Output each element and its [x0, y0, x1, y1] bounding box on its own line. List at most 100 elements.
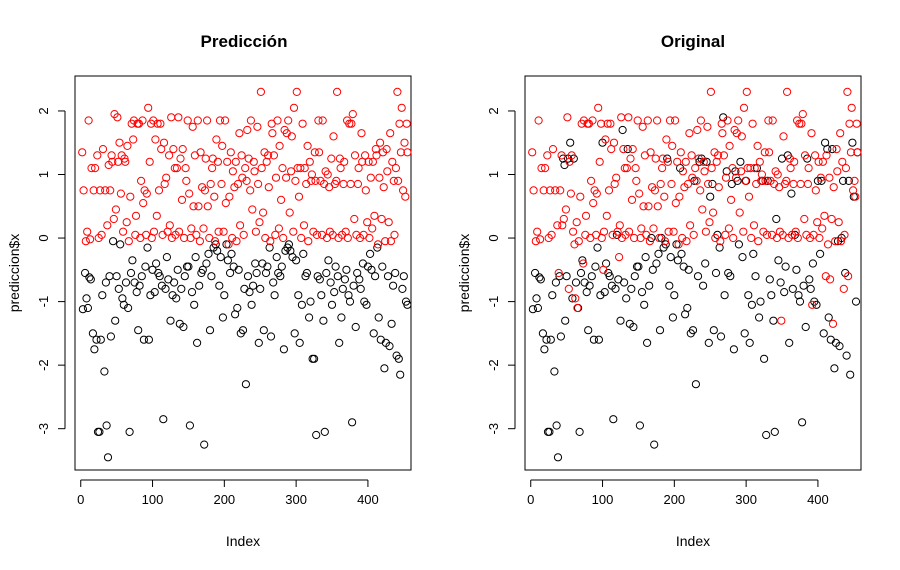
data-point: [129, 135, 138, 144]
data-point: [173, 265, 182, 274]
y-axis: -3 -2 -1 0 1 2: [36, 107, 66, 434]
data-point: [82, 294, 91, 303]
data-point: [595, 157, 604, 166]
data-point: [693, 272, 703, 281]
data-point: [828, 145, 837, 154]
data-point: [257, 164, 266, 173]
data-point: [371, 272, 380, 281]
data-point: [637, 224, 646, 233]
plot-frame: [74, 75, 412, 471]
data-point: [729, 233, 738, 243]
data-point: [557, 151, 566, 160]
data-point: [545, 427, 554, 436]
data-point: [213, 246, 222, 255]
data-point: [126, 192, 135, 201]
data-point: [276, 272, 285, 281]
data-point: [836, 129, 845, 138]
data-point: [121, 157, 130, 166]
data-point: [272, 253, 281, 262]
data-point: [820, 211, 829, 220]
data-point: [529, 186, 538, 195]
data-point: [354, 164, 363, 173]
data-point: [538, 329, 548, 338]
y-tick-label: 0: [486, 234, 501, 241]
data-point: [631, 164, 640, 173]
data-point: [826, 275, 835, 284]
data-point: [287, 167, 296, 176]
data-point: [567, 151, 576, 160]
data-point: [813, 218, 822, 227]
data-point: [823, 145, 832, 154]
data-point: [675, 192, 684, 201]
data-point: [765, 275, 774, 284]
data-point: [683, 179, 693, 189]
data-point: [562, 272, 571, 281]
data-point: [297, 300, 306, 309]
data-point: [693, 125, 702, 135]
data-point: [298, 119, 307, 128]
data-point: [103, 453, 113, 462]
data-point: [749, 221, 759, 230]
data-point: [592, 189, 601, 198]
data-point: [389, 281, 398, 290]
data-point: [107, 151, 116, 160]
data-point: [310, 354, 319, 363]
data-point: [723, 116, 732, 125]
data-point: [649, 224, 658, 233]
data-point: [145, 157, 154, 166]
data-point: [152, 259, 161, 268]
data-point: [816, 249, 825, 258]
data-point: [843, 87, 852, 97]
data-point: [187, 288, 197, 297]
data-point: [540, 345, 549, 354]
data-point: [159, 415, 168, 424]
data-point: [154, 186, 164, 195]
data-point: [198, 265, 207, 274]
data-point: [156, 119, 165, 128]
data-point: [221, 199, 230, 208]
data-point: [672, 240, 681, 249]
data-point: [725, 141, 734, 150]
data-point: [113, 113, 122, 122]
data-point: [761, 176, 770, 185]
data-point: [119, 227, 128, 236]
data-point: [237, 151, 246, 160]
data-point: [745, 338, 754, 347]
data-point: [801, 322, 810, 332]
data-point: [642, 230, 651, 239]
data-point: [390, 230, 399, 239]
data-point: [299, 249, 308, 258]
data-point: [853, 148, 862, 157]
y-tick-label: 1: [36, 171, 51, 178]
data-point: [85, 273, 94, 282]
data-point: [639, 202, 648, 211]
data-point: [808, 259, 818, 268]
y-tick-label: 1: [486, 171, 501, 178]
data-point: [219, 227, 228, 236]
data-point: [315, 148, 324, 157]
data-point: [734, 116, 743, 125]
panel-original: Original 0 100 200 300 400 -3 -2 -1 0 1 2 Index p…: [456, 32, 862, 549]
data-point: [199, 224, 208, 233]
data-point: [623, 145, 632, 154]
data-point: [757, 176, 766, 185]
data-point: [738, 253, 747, 262]
data-point: [818, 157, 828, 166]
data-point: [612, 173, 621, 182]
data-point: [266, 332, 276, 341]
data-point: [391, 164, 400, 173]
data-point: [594, 103, 603, 112]
data-point: [715, 243, 724, 252]
x-tick-label: 100: [142, 492, 164, 507]
data-point: [700, 167, 709, 176]
data-point: [327, 300, 337, 309]
data-point: [251, 227, 260, 236]
data-point: [599, 227, 609, 236]
data-point: [249, 157, 258, 166]
data-point: [142, 189, 151, 198]
data-point: [314, 116, 323, 125]
data-point: [121, 278, 131, 287]
data-point: [318, 116, 327, 125]
data-point: [382, 145, 391, 154]
data-point: [654, 249, 663, 258]
